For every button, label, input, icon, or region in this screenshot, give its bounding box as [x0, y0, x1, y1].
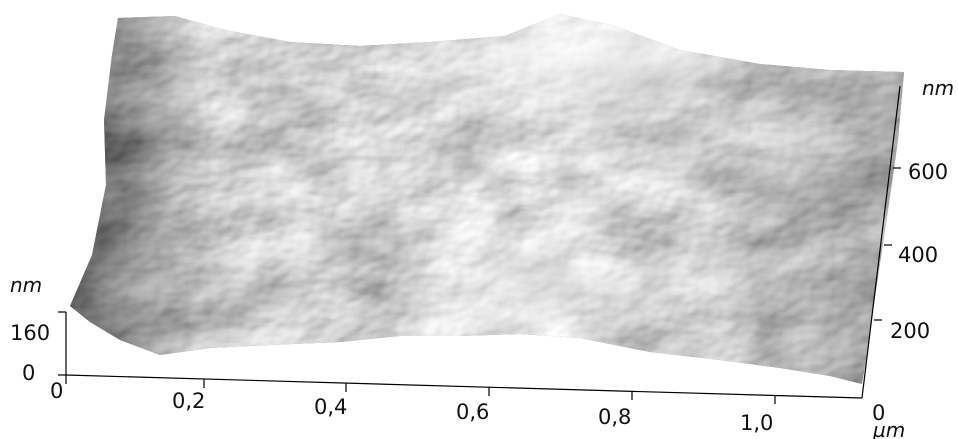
z-tick-160: 160 — [10, 321, 50, 345]
y-tick-200: 200 — [890, 319, 930, 343]
y-tick-0: 0 — [872, 401, 885, 425]
x-tick-1-0: 1,0 — [740, 411, 773, 435]
z-axis-tick-labels: nm 160 0 — [10, 273, 50, 385]
z-axis-unit: nm — [10, 273, 42, 297]
y-tick-400: 400 — [898, 243, 938, 267]
afm-surface — [70, 14, 904, 384]
x-tick-0-8: 0,8 — [598, 405, 631, 429]
x-axis-tick-labels: 0 0,2 0,4 0,6 0,8 1,0 0 µm — [50, 379, 905, 439]
x-axis-unit: µm — [872, 418, 905, 439]
y-axis-line — [861, 85, 901, 399]
axes — [58, 85, 901, 404]
x-tick-0: 0 — [50, 379, 63, 403]
y-axis-unit: nm — [922, 76, 954, 100]
x-axis-line — [65, 374, 863, 399]
x-tick-0-2: 0,2 — [172, 389, 205, 413]
z-tick-0: 0 — [22, 361, 35, 385]
x-tick-0-6: 0,6 — [456, 400, 489, 424]
y-tick-600: 600 — [908, 160, 948, 184]
y-axis-tick-labels: 200 400 600 nm — [890, 76, 954, 343]
x-tick-0-4: 0,4 — [314, 395, 347, 419]
